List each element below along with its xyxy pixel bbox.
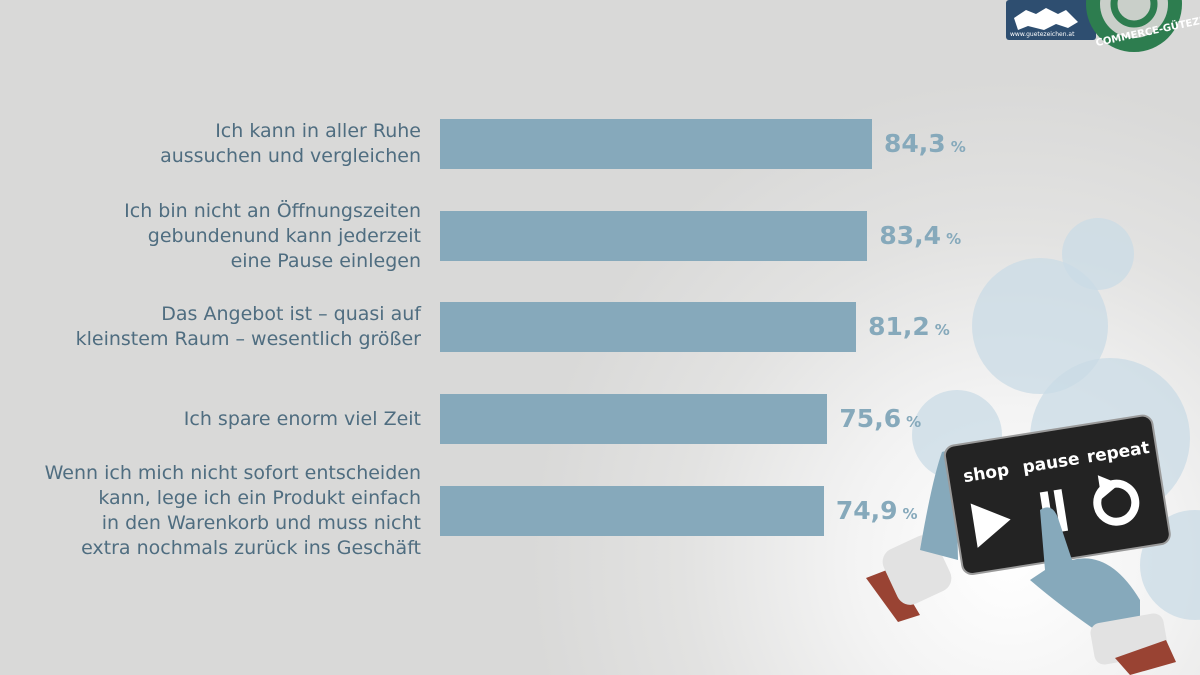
category-label: Ich spare enorm viel Zeit [183, 407, 421, 430]
repeat-icon [1093, 475, 1140, 526]
category-label: Wenn ich mich nicht sofort entscheiden k… [44, 462, 421, 559]
data-label: 74,9% [836, 486, 918, 539]
bar [440, 211, 868, 261]
data-label: 83,4% [879, 211, 961, 264]
shopping-tablet-illustration: shop pause repeat [866, 414, 1176, 675]
bar [440, 302, 857, 352]
data-label-value: 81,2 [868, 312, 930, 341]
data-label-value: 83,4 [879, 221, 942, 250]
bar [440, 119, 872, 169]
bar [440, 394, 828, 444]
data-label: 75,6% [839, 394, 921, 447]
data-label-unit: % [902, 505, 918, 523]
category-label: Das Angebot ist – quasi auf kleinstem Ra… [75, 303, 421, 350]
data-label-unit: % [950, 138, 966, 156]
data-label-value: 74,9 [835, 496, 898, 525]
data-label: 81,2% [868, 302, 950, 355]
data-label-unit: % [906, 413, 922, 431]
data-label-value: 84,3 [884, 129, 946, 158]
data-label: 84,3% [884, 119, 966, 172]
guetezeichen-logo: www.guetezeichen.at COMMERCE-GÜTEZEICH [1006, 0, 1200, 52]
data-label-unit: % [934, 321, 950, 339]
data-label-value: 75,6 [839, 404, 902, 433]
logo-url: www.guetezeichen.at [1010, 31, 1075, 38]
play-icon [970, 503, 1011, 548]
data-label-unit: % [946, 230, 962, 248]
category-label: Ich kann in aller Ruhe aussuchen und ver… [160, 120, 421, 167]
bar [440, 486, 824, 536]
category-label: Ich bin nicht an Öffnungszeiten gebunden… [124, 199, 421, 272]
